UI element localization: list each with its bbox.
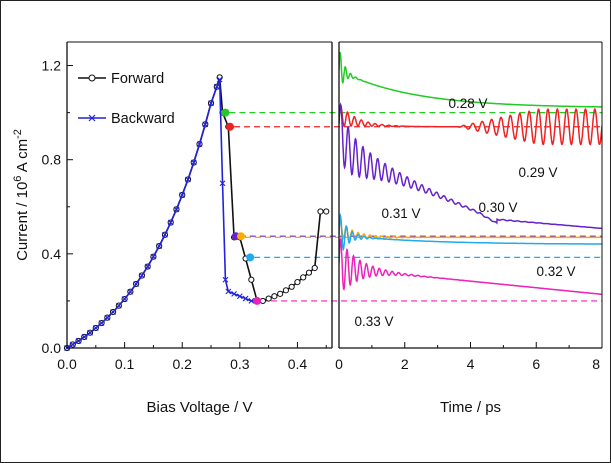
backward-marker <box>121 296 128 302</box>
forward-marker <box>288 283 295 290</box>
series-line-0-30V <box>339 102 602 230</box>
x-tick-label: 6 <box>532 356 540 372</box>
backward-marker <box>219 180 226 187</box>
x-tick-label: 0.2 <box>172 356 192 372</box>
backward-marker <box>115 302 122 309</box>
legend-label: Backward <box>111 111 175 127</box>
y-tick-label: 0.0 <box>42 340 62 356</box>
backward-marker <box>173 206 180 213</box>
backward-marker <box>110 309 116 315</box>
backward-marker <box>231 290 237 297</box>
backward-marker <box>216 76 223 83</box>
backward-marker <box>179 192 186 198</box>
x-tick-label: 0.3 <box>230 356 250 372</box>
highlight-point <box>221 108 230 117</box>
forward-marker <box>305 269 313 276</box>
series-line-0-32V <box>339 212 602 252</box>
legend-label: Forward <box>111 71 164 87</box>
forward-marker <box>265 295 272 302</box>
curve-label: 0.30 V <box>478 200 517 215</box>
x-tick-label: 8 <box>592 356 600 372</box>
backward-marker <box>81 334 88 340</box>
backward-marker <box>144 263 151 270</box>
backward-marker <box>242 295 249 302</box>
backward-marker <box>208 100 214 107</box>
x-axis-label-right: Time / ps <box>440 399 501 416</box>
legend-marker <box>88 74 96 82</box>
y-tick-label: 0.4 <box>42 246 62 262</box>
ylabel-sup2: -2 <box>12 129 24 139</box>
backward-marker <box>213 83 220 90</box>
curve-label: 0.29 V <box>518 165 557 180</box>
curve-label: 0.33 V <box>354 314 393 329</box>
highlight-point <box>236 232 245 241</box>
ylabel-main: Current / 10 <box>14 182 31 261</box>
x-tick-label: 2 <box>401 356 409 372</box>
forward-marker <box>248 276 255 283</box>
backward-marker <box>185 176 191 183</box>
forward-marker <box>323 208 330 215</box>
x-tick-label: 0.1 <box>115 356 135 372</box>
series-line-0-31V <box>339 218 602 241</box>
forward-marker <box>277 290 284 297</box>
backward-marker <box>156 243 163 249</box>
y-tick-label: 1.2 <box>42 58 62 74</box>
backward-marker <box>139 272 145 279</box>
backward-marker <box>98 320 105 326</box>
x-axis-label-left: Bias Voltage / V <box>147 399 253 416</box>
backward-marker <box>69 341 76 348</box>
curve-label: 0.32 V <box>536 264 575 279</box>
highlight-point <box>226 122 235 131</box>
forward-marker <box>282 287 290 294</box>
curve-label: 0.31 V <box>381 206 420 221</box>
series-line-0-33V <box>339 237 602 296</box>
backward-marker <box>248 298 255 304</box>
forward-marker <box>294 278 301 286</box>
forward-marker <box>311 264 318 272</box>
backward-marker <box>87 329 93 336</box>
backward-marker <box>196 141 203 148</box>
backward-marker <box>150 253 157 260</box>
x-tick-label: 0.0 <box>57 356 77 372</box>
backward-marker <box>92 325 99 331</box>
ylabel-rest: A cm <box>14 139 31 176</box>
forward-marker <box>300 274 307 281</box>
backward-marker <box>202 121 209 128</box>
y-axis-label: Current / 106 A cm-2 <box>12 129 31 261</box>
backward-marker <box>222 276 229 283</box>
backward-marker <box>236 293 243 300</box>
highlight-point <box>253 296 262 305</box>
backward-marker <box>167 219 174 226</box>
x-tick-label: 0 <box>335 356 343 372</box>
forward-marker <box>317 208 324 215</box>
series-line-0-29V <box>339 104 602 146</box>
backward-marker <box>127 288 134 295</box>
curve-label: 0.28 V <box>448 96 487 111</box>
backward-marker <box>225 288 232 295</box>
backward-marker <box>162 231 168 238</box>
backward-marker <box>75 338 82 344</box>
ylabel-sup: 6 <box>12 176 24 182</box>
x-tick-label: 0.4 <box>288 356 308 372</box>
legend-marker <box>88 114 96 122</box>
x-tick-label: 4 <box>467 356 475 372</box>
y-tick-label: 0.8 <box>42 152 62 168</box>
backward-marker <box>133 281 140 287</box>
highlight-point <box>246 253 255 262</box>
backward-marker <box>104 314 111 321</box>
backward-marker <box>190 159 197 166</box>
forward-marker <box>271 293 278 300</box>
series-line-0-28V <box>339 51 602 108</box>
